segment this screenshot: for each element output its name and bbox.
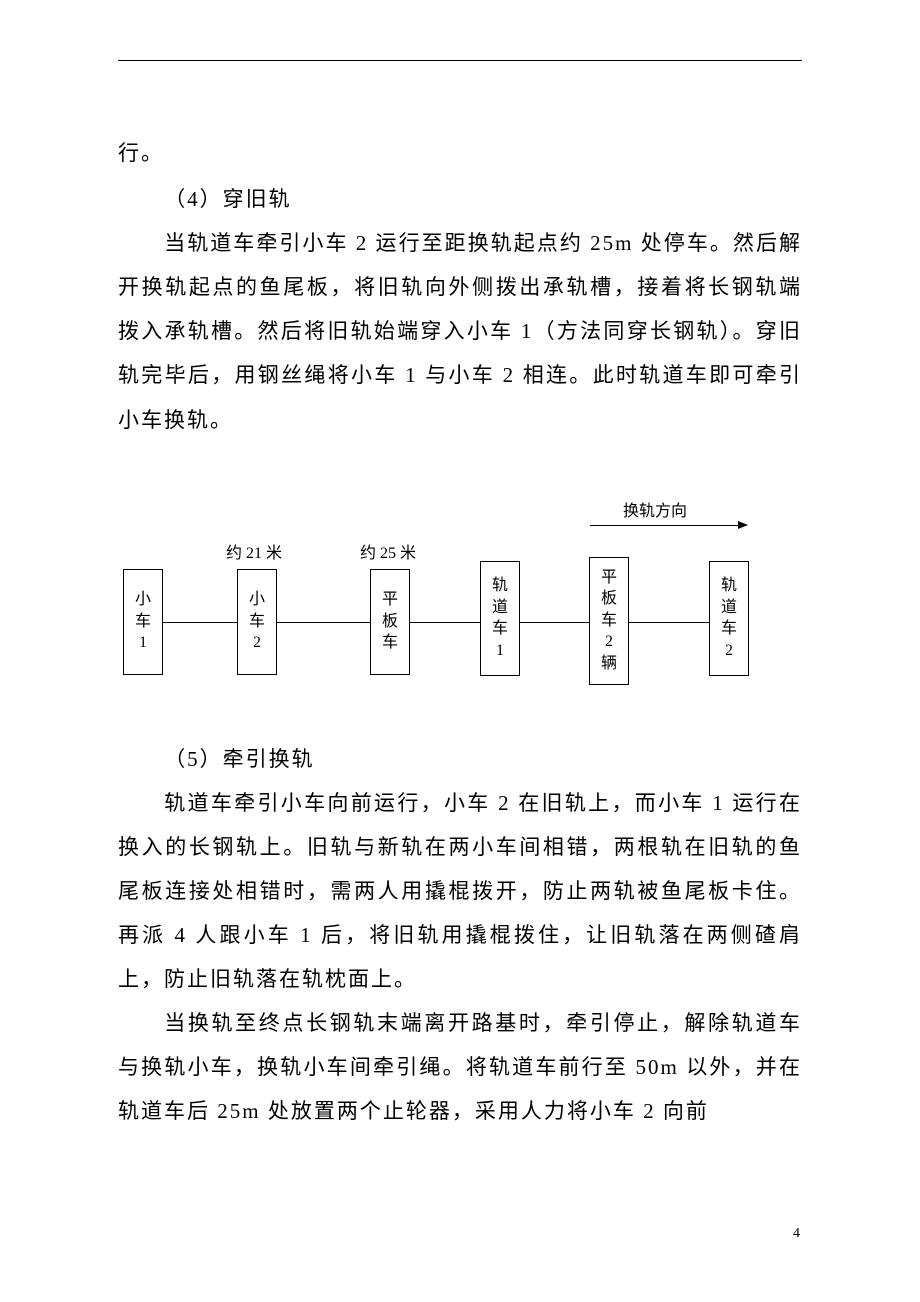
paragraph-continuation: 行。 xyxy=(118,131,802,175)
box-text-line: 车 xyxy=(492,618,508,640)
arrow-line xyxy=(590,525,738,526)
diagram-box-cart1: 小车1 xyxy=(123,569,163,675)
header-rule xyxy=(118,60,802,61)
box-text-line: 平 xyxy=(601,567,617,589)
arrow-direction-label: 换轨方向 xyxy=(623,497,687,521)
connector-line xyxy=(520,622,589,623)
box-text-line: 轨 xyxy=(492,575,508,597)
connector-line xyxy=(410,622,480,623)
rail-diagram: 约 21 米 约 25 米 换轨方向 小车1 小车2 平板车 轨道车1 平板车2… xyxy=(118,497,802,697)
box-text-line: 车 xyxy=(601,610,617,632)
section-4-title: （4）穿旧轨 xyxy=(118,177,802,221)
box-text-line: 2 xyxy=(605,631,613,653)
diagram-box-cart2: 小车2 xyxy=(237,569,277,675)
box-text-line: 1 xyxy=(496,640,504,662)
box-text-line: 轨 xyxy=(721,575,737,597)
box-text-line: 车 xyxy=(382,632,398,654)
diagram-box-flatcar2: 平板车2辆 xyxy=(589,557,629,685)
box-text-line: 板 xyxy=(601,588,617,610)
box-text-line: 小 xyxy=(249,589,265,611)
box-text-line: 车 xyxy=(249,611,265,633)
box-text-line: 车 xyxy=(135,611,151,633)
paragraph-2: 当轨道车牵引小车 2 运行至距换轨起点约 25m 处停车。然后解开换轨起点的鱼尾… xyxy=(118,221,802,441)
box-text-line: 2 xyxy=(253,632,261,654)
document-page: 行。 （4）穿旧轨 当轨道车牵引小车 2 运行至距换轨起点约 25m 处停车。然… xyxy=(0,0,920,1184)
connector-line xyxy=(277,622,370,623)
box-text-line: 平 xyxy=(382,589,398,611)
connector-line xyxy=(629,622,709,623)
box-text-line: 道 xyxy=(492,597,508,619)
box-text-line: 小 xyxy=(135,589,151,611)
box-text-line: 辆 xyxy=(601,653,617,675)
box-text-line: 板 xyxy=(382,611,398,633)
dimension-label-1: 约 21 米 xyxy=(226,539,282,563)
page-number: 4 xyxy=(793,1226,800,1242)
box-text-line: 2 xyxy=(725,640,733,662)
paragraph-4: 当换轨至终点长钢轨末端离开路基时，牵引停止，解除轨道车与换轨小车，换轨小车间牵引… xyxy=(118,1001,802,1133)
section-5-title: （5）牵引换轨 xyxy=(118,737,802,781)
dimension-label-2: 约 25 米 xyxy=(360,539,416,563)
box-text-line: 1 xyxy=(139,632,147,654)
diagram-box-railcar1: 轨道车1 xyxy=(480,561,520,676)
diagram-box-flatcar: 平板车 xyxy=(370,569,410,675)
arrow-head-icon xyxy=(738,521,748,529)
paragraph-3: 轨道车牵引小车向前运行，小车 2 在旧轨上，而小车 1 运行在换入的长钢轨上。旧… xyxy=(118,781,802,1001)
box-text-line: 车 xyxy=(721,618,737,640)
connector-line xyxy=(163,622,237,623)
box-text-line: 道 xyxy=(721,597,737,619)
diagram-box-railcar2: 轨道车2 xyxy=(709,561,749,676)
